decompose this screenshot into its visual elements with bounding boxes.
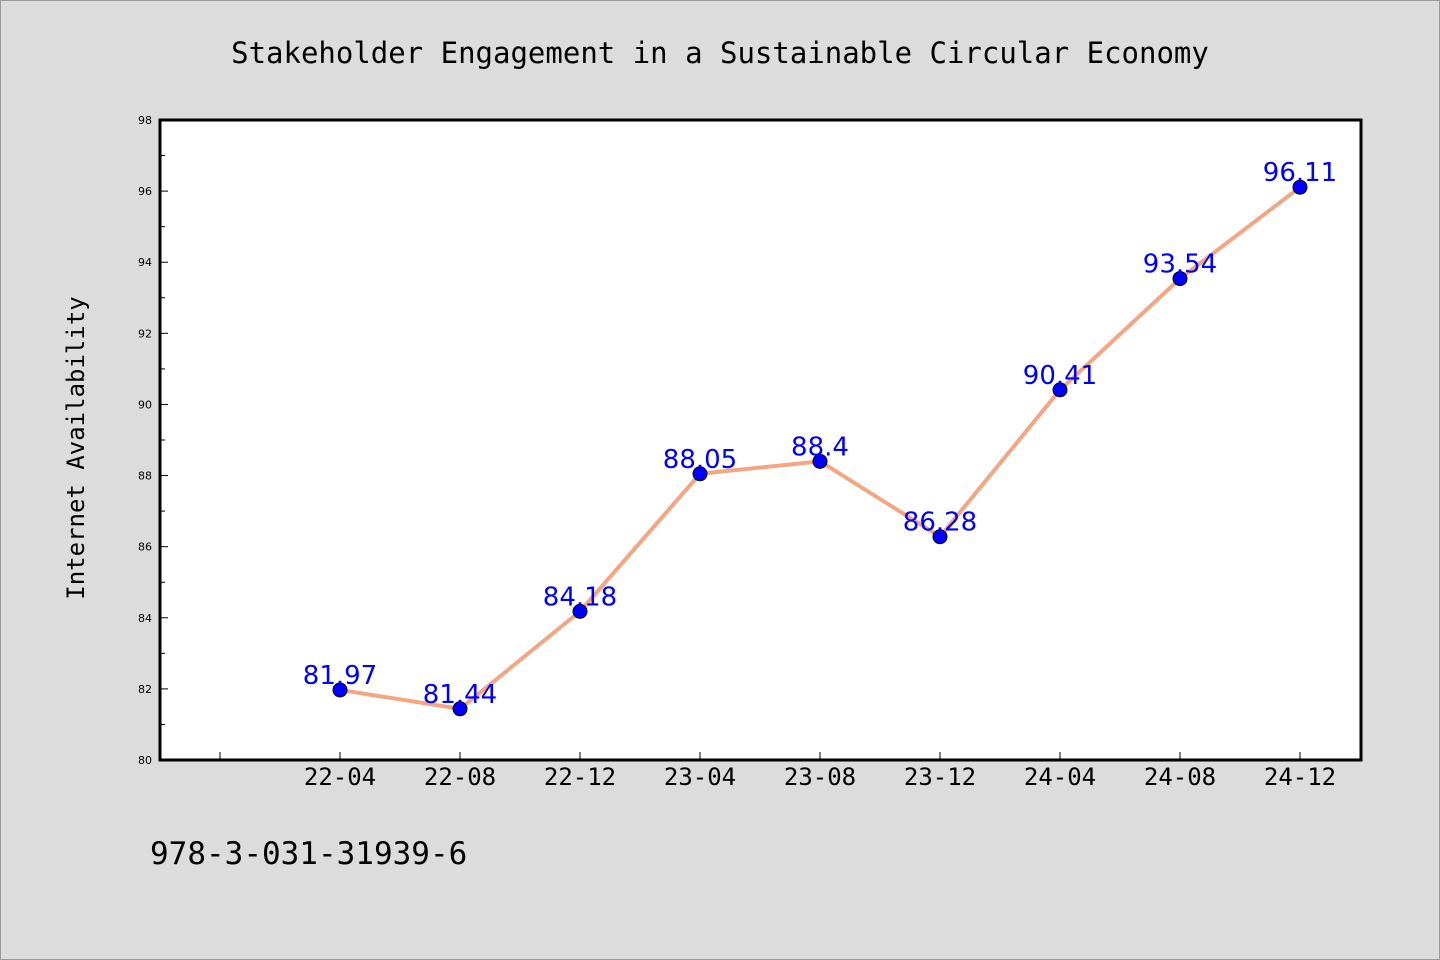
x-tick-label: 24-04 [1024,763,1096,791]
data-point [572,603,588,619]
data-label: 90.41 [1023,361,1097,391]
x-tick-label: 22-08 [424,763,496,791]
x-tick-label: 24-08 [1144,763,1216,791]
y-tick-label: 84 [138,612,152,625]
data-point [1052,382,1068,398]
chart-title: Stakeholder Engagement in a Sustainable … [231,36,1209,70]
y-tick-label: 96 [138,185,152,198]
data-point [452,701,468,717]
data-label: 86.28 [903,508,977,538]
data-label: 88.05 [663,445,737,475]
y-axis: 80 82 84 86 88 90 92 94 96 98 [138,114,168,767]
x-tick-label: 23-12 [904,763,976,791]
marker-group [332,179,1308,717]
y-tick-label: 88 [138,470,152,483]
data-point [1172,271,1188,287]
data-label: 93.54 [1143,250,1217,280]
y-tick-label: 86 [138,541,152,554]
y-tick-label: 90 [138,398,152,411]
x-tick-label: 22-04 [304,763,376,791]
y-tick-label: 94 [138,256,152,269]
data-label: 96.11 [1263,158,1337,188]
plot-area [158,118,1363,762]
x-tick-label: 24-12 [1264,763,1336,791]
y-tick-label: 92 [138,327,152,340]
y-tick-label: 82 [138,683,152,696]
y-tick-label: 80 [138,754,152,767]
data-label: 88.4 [791,432,849,462]
x-tick-label: 23-04 [664,763,736,791]
data-point [332,682,348,698]
footer-isbn: 978-3-031-31939-6 [150,836,467,872]
y-axis-label: Internet Availability [62,296,90,599]
data-point [812,453,828,469]
data-label: 81.44 [423,680,497,710]
data-point [692,466,708,482]
x-axis: 22-04 22-08 22-12 23-04 23-08 23-12 24-04 24-08… [219,752,1336,791]
x-tick-label: 22-12 [544,763,616,791]
data-point [932,529,948,545]
x-tick-label: 23-08 [784,763,856,791]
data-label-group: 81.97 81.44 84.18 88.05 88.4 86.28 90.41 93.54 9… [303,158,1337,710]
data-label: 81.97 [303,661,377,691]
data-point [1292,179,1308,195]
y-tick-label: 98 [138,114,152,127]
data-label: 84.18 [543,582,617,612]
